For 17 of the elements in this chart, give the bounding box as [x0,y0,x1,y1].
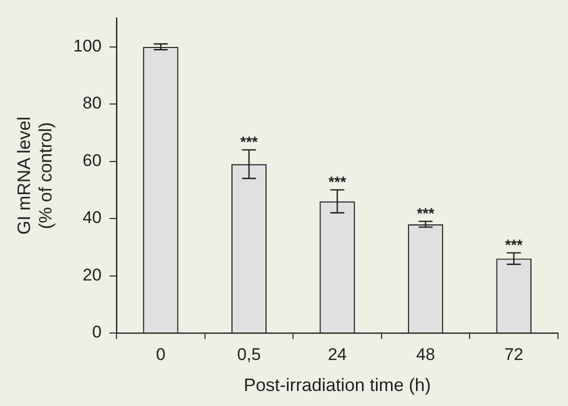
y-tick-label: 100 [73,36,102,56]
x-axis-title: Post-irradiation time (h) [244,375,431,396]
x-tick-label: 24 [328,344,347,364]
y-tick-label: 80 [82,94,102,113]
annotation: *** [240,134,258,151]
x-tick-label: 72 [504,344,524,364]
y-tick-label: 20 [82,265,102,284]
y-axis-title: GI mRNA level (% of control) [14,116,56,235]
x-tick-label: 0 [156,344,166,364]
y-tick-label: 0 [92,322,102,342]
annotation: *** [416,205,434,222]
annotation: *** [328,174,346,191]
x-tick-label: 48 [416,344,436,364]
y-tick-label: 60 [82,150,102,170]
annotation: *** [505,236,523,254]
x-tick-label: 0,5 [237,344,261,364]
y-tick-label: 40 [82,208,102,228]
